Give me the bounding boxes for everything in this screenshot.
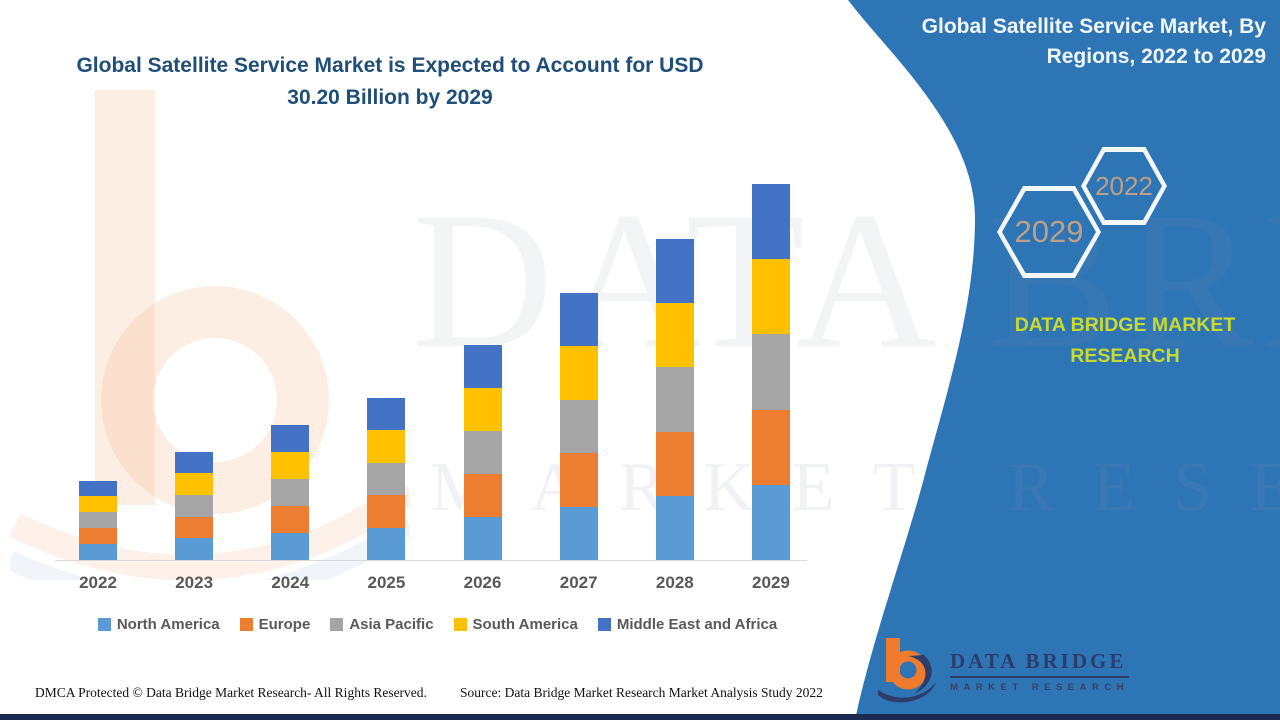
legend-item-asia-pacific[interactable]: Asia Pacific	[330, 616, 434, 633]
logo-subtitle: MARKET RESEARCH	[950, 682, 1130, 693]
legend-marker-icon	[239, 618, 253, 631]
bar-segment-south-america[interactable]	[79, 496, 117, 513]
legend-item-south-america[interactable]: South America	[453, 616, 578, 633]
bar-segment-north-america[interactable]	[271, 532, 310, 560]
bar-segment-asia-pacific[interactable]	[79, 512, 117, 529]
bar-segment-europe[interactable]	[79, 528, 117, 545]
x-axis-label-2027: 2027	[559, 573, 598, 592]
x-axis-label-2028: 2028	[655, 573, 694, 592]
panel-header-line1: Global Satellite Service Market, By	[921, 15, 1266, 38]
bar-segment-north-america[interactable]	[655, 495, 694, 560]
bar-2024[interactable]	[271, 424, 310, 560]
bar-2022[interactable]	[79, 480, 117, 560]
bar-segment-asia-pacific[interactable]	[367, 462, 406, 496]
bar-segment-asia-pacific[interactable]	[655, 367, 694, 432]
bar-segment-north-america[interactable]	[751, 484, 790, 560]
bar-2023[interactable]	[175, 451, 214, 560]
bar-2029[interactable]	[751, 184, 790, 560]
legend-label: Asia Pacific	[349, 616, 434, 633]
bar-segment-asia-pacific[interactable]	[175, 494, 214, 517]
bar-segment-north-america[interactable]	[367, 527, 406, 560]
hexagon-2022-label: 2022	[1095, 170, 1153, 201]
legend-marker-icon	[597, 618, 611, 631]
bar-segment-middle-east-and-africa[interactable]	[655, 239, 694, 304]
bar-segment-asia-pacific[interactable]	[751, 334, 790, 410]
bar-segment-asia-pacific[interactable]	[463, 430, 502, 474]
chart-legend: North America Europe Asia Pacific South Ame…	[0, 616, 875, 633]
bar-segment-europe[interactable]	[751, 409, 790, 485]
bar-segment-middle-east-and-africa[interactable]	[79, 480, 117, 497]
bar-segment-europe[interactable]	[655, 431, 694, 496]
x-axis-label-2022: 2022	[79, 573, 117, 592]
legend-label: North America	[116, 616, 220, 633]
data-bridge-logo-icon	[878, 638, 936, 703]
chart-title-line2: 30.20 Billion by 2029	[287, 86, 493, 109]
legend-marker-icon	[97, 618, 111, 631]
bar-2028[interactable]	[655, 239, 694, 560]
bar-segment-north-america[interactable]	[559, 506, 598, 560]
bottom-navy-strip	[0, 714, 1280, 720]
x-axis-label-2023: 2023	[175, 573, 214, 592]
brand-text-line2: RESEARCH	[1070, 345, 1180, 367]
watermark-logo-b	[10, 90, 410, 580]
bar-segment-europe[interactable]	[367, 495, 406, 528]
hexagon-year-2022: 2022	[1081, 147, 1167, 225]
bar-segment-middle-east-and-africa[interactable]	[175, 451, 214, 474]
legend-label: Middle East and Africa	[616, 616, 778, 633]
chart-title: Global Satellite Service Market is Expec…	[40, 50, 740, 114]
bar-segment-north-america[interactable]	[79, 544, 117, 560]
footer-dmca-text: DMCA Protected © Data Bridge Market Rese…	[35, 685, 427, 700]
bar-segment-south-america[interactable]	[175, 473, 214, 495]
hexagon-2029-label: 2029	[1014, 214, 1084, 249]
bar-segment-south-america[interactable]	[559, 346, 598, 400]
x-axis-label-2024: 2024	[271, 573, 310, 592]
legend-marker-icon	[330, 618, 344, 631]
logo-title: DATA BRIDGE	[950, 649, 1130, 678]
bar-segment-europe[interactable]	[559, 453, 598, 507]
bar-segment-south-america[interactable]	[271, 451, 310, 479]
bar-segment-middle-east-and-africa[interactable]	[367, 398, 406, 431]
bar-segment-middle-east-and-africa[interactable]	[271, 424, 310, 452]
legend-label: South America	[472, 616, 578, 633]
brand-text-line1: DATA BRIDGE MARKET	[1014, 314, 1236, 336]
x-axis-label-2025: 2025	[367, 573, 406, 592]
bar-segment-asia-pacific[interactable]	[271, 478, 310, 506]
bar-segment-europe[interactable]	[175, 516, 214, 539]
x-axis-line	[55, 560, 807, 561]
legend-label: Europe	[258, 616, 311, 633]
legend-item-north-america[interactable]: North America	[97, 616, 220, 633]
bar-segment-south-america[interactable]	[367, 430, 406, 463]
bar-segment-south-america[interactable]	[655, 303, 694, 368]
bar-segment-europe[interactable]	[463, 473, 502, 517]
panel-header: Global Satellite Service Market, By Regi…	[836, 12, 1266, 72]
bar-segment-europe[interactable]	[271, 505, 310, 533]
legend-item-middle-east-and-africa[interactable]: Middle East and Africa	[597, 616, 778, 633]
footer-source-text: Source: Data Bridge Market Research Mark…	[460, 685, 823, 700]
bar-segment-middle-east-and-africa[interactable]	[751, 184, 790, 260]
panel-header-line2: Regions, 2022 to 2029	[1046, 45, 1266, 68]
bar-segment-north-america[interactable]	[463, 516, 502, 560]
bar-segment-middle-east-and-africa[interactable]	[463, 344, 502, 388]
bar-segment-middle-east-and-africa[interactable]	[559, 292, 598, 346]
bar-segment-south-america[interactable]	[751, 259, 790, 335]
legend-marker-icon	[453, 618, 467, 631]
bar-segment-south-america[interactable]	[463, 387, 502, 431]
bar-2025[interactable]	[367, 398, 406, 560]
data-bridge-logo: DATA BRIDGE MARKET RESEARCH	[878, 638, 1130, 704]
x-axis-label-2026: 2026	[463, 573, 502, 592]
x-axis-label-2029: 2029	[752, 573, 790, 592]
bar-segment-asia-pacific[interactable]	[559, 399, 598, 453]
bar-segment-north-america[interactable]	[175, 538, 214, 560]
legend-item-europe[interactable]: Europe	[239, 616, 311, 633]
brand-text: DATA BRIDGE MARKET RESEARCH	[975, 310, 1275, 372]
bar-2027[interactable]	[559, 292, 598, 560]
chart-title-line1: Global Satellite Service Market is Expec…	[76, 54, 704, 77]
bar-2026[interactable]	[463, 344, 502, 560]
